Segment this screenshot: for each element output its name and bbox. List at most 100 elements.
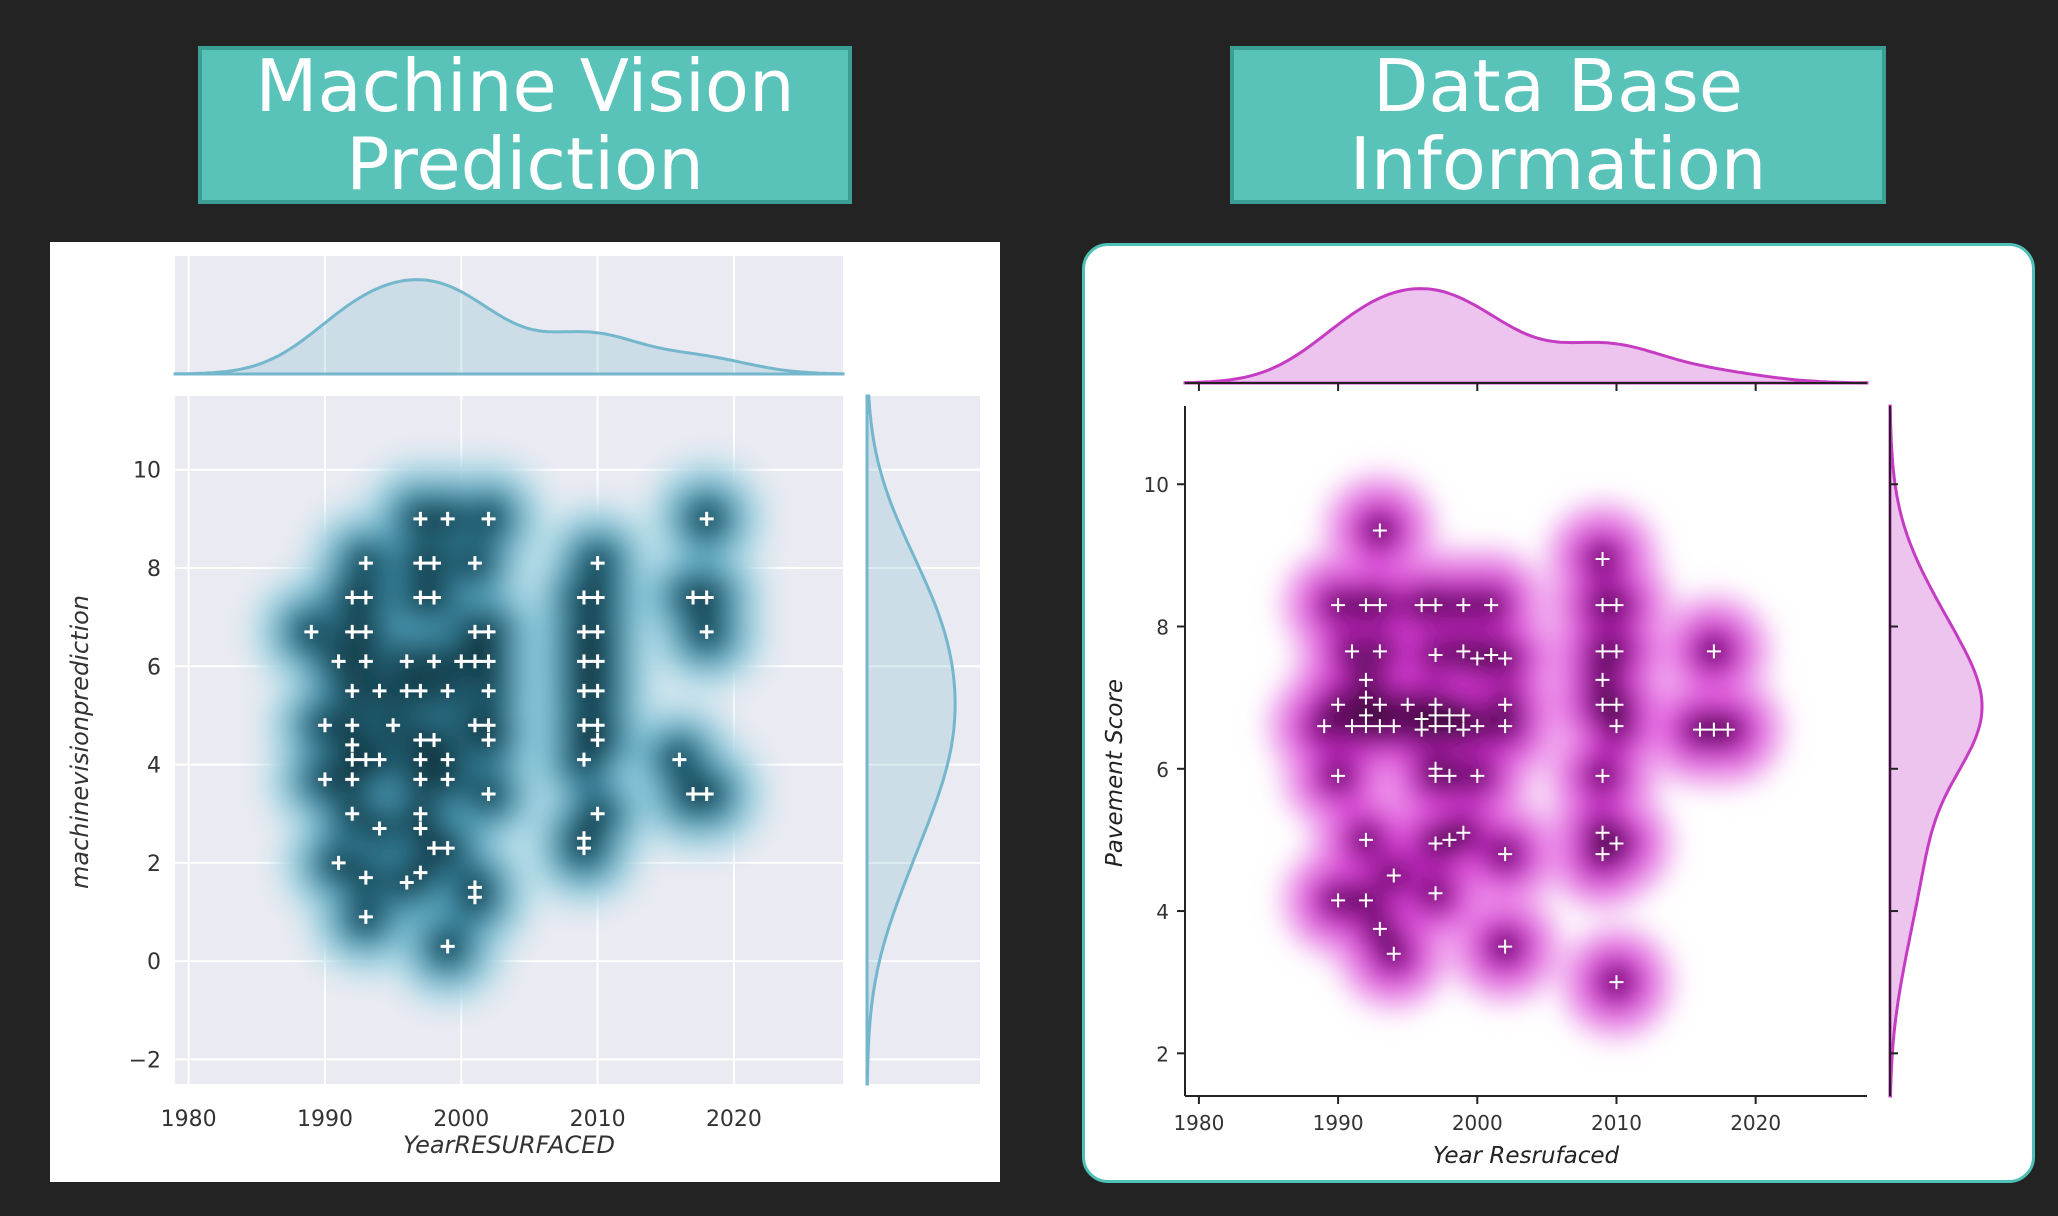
data-point [467,718,482,733]
data-point [686,787,701,802]
data-point [699,511,714,526]
data-point [1498,719,1513,734]
data-point [345,752,360,767]
data-point [345,683,360,698]
data-point [590,718,605,733]
x-tick-label: 2000 [1452,1111,1503,1135]
data-point [345,806,360,821]
data-point [413,683,428,698]
data-point [1470,719,1485,734]
data-point [413,590,428,605]
database-jointplot: 1980 1990 2000 2010 2020 2 4 6 8 10 Year Resrufac… [1102,287,1984,1169]
data-point [699,787,714,802]
data-point [413,821,428,836]
y-tick-label: 10 [133,459,161,484]
data-point [590,733,605,747]
data-point [576,718,591,733]
y-tick-label: 6 [1156,758,1169,782]
data-point [372,752,387,767]
data-point [467,654,482,669]
data-point [440,683,455,698]
x-tick-label: 2020 [706,1107,762,1132]
data-point [1609,697,1624,712]
data-point [1456,598,1471,613]
data-point [1317,719,1332,734]
data-point [1372,598,1387,613]
data-point [1386,868,1401,883]
y-tick-label: 2 [1156,1042,1169,1066]
data-point [1609,644,1624,659]
data-point [413,806,428,821]
data-point [1442,719,1457,734]
data-point [454,654,469,669]
data-point [427,654,442,669]
data-point [427,590,442,605]
data-point [481,787,496,802]
data-point [1595,825,1610,840]
data-point [1484,598,1499,613]
x-tick-label: 1990 [297,1107,353,1132]
right-title-line-2: Information [1349,122,1767,206]
left-title-line-1: Machine Vision [255,44,795,128]
data-point [1345,719,1360,734]
data-point [481,683,496,698]
data-point [467,556,482,571]
data-point [467,890,482,905]
data-point [345,718,360,733]
data-point [1345,644,1360,659]
x-tick-label: 2020 [1730,1111,1781,1135]
data-point [399,875,414,890]
data-point [1331,697,1346,712]
data-point [413,752,428,767]
machine-vision-jointplot: 1980 1990 2000 2010 2020 −2 0 2 4 6 8 10 YearRESURF… [66,256,980,1159]
right-title-line-1: Data Base [1372,44,1744,128]
data-point [1456,708,1471,723]
data-point [1498,651,1513,666]
data-point [1456,825,1471,840]
data-point [304,624,319,639]
data-point [1428,886,1443,901]
data-point [440,939,455,954]
data-point [1414,598,1429,613]
data-point [413,772,428,787]
data-point [317,718,332,733]
data-point [399,654,414,669]
data-point [358,909,373,924]
data-point [1720,722,1735,737]
data-point [413,733,428,747]
y-tick-label: 6 [147,655,161,680]
data-point [686,590,701,605]
left-title-line-2: Prediction [346,122,704,206]
data-point [399,683,414,698]
data-point [358,590,373,605]
data-point [1358,672,1373,687]
data-point [1386,946,1401,961]
data-point [413,556,428,571]
data-point [672,752,687,767]
data-point [1358,893,1373,908]
data-point [1595,672,1610,687]
data-point [1609,598,1624,613]
data-point [590,683,605,698]
right-marginal-kde [1888,404,1984,1098]
data-point [440,841,455,856]
data-point [345,590,360,605]
data-point [1428,768,1443,783]
data-point [1428,836,1443,851]
top-marginal-background [175,256,843,374]
data-point [1372,523,1387,538]
data-point [1331,768,1346,783]
data-point [1706,722,1721,737]
y-tick-label: 4 [147,754,161,779]
data-point [372,821,387,836]
data-point [358,870,373,885]
data-point [1331,893,1346,908]
data-point [331,654,346,669]
data-point [699,590,714,605]
y-tick-label: −2 [129,1048,161,1073]
data-point [427,733,442,747]
x-tick-label: 1980 [1173,1111,1224,1135]
right-marginal-background [867,396,980,1084]
data-point [1595,598,1610,613]
x-tick-label: 2010 [1591,1111,1642,1135]
